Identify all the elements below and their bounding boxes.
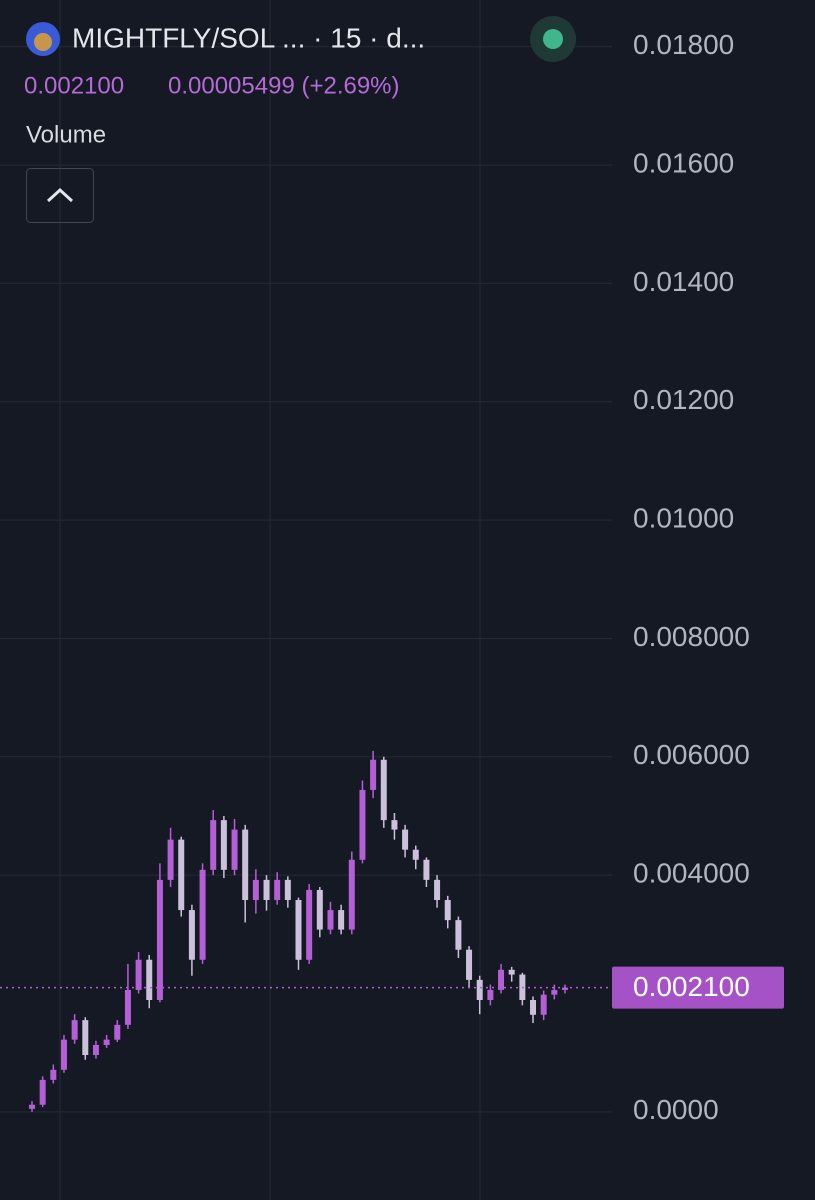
candle-body — [82, 1020, 89, 1056]
candle-body — [508, 969, 515, 975]
candle-body — [370, 759, 377, 790]
y-tick-label: 0.01200 — [633, 384, 734, 415]
y-tick-label: 0.004000 — [633, 858, 750, 889]
candle-body — [476, 979, 483, 1000]
candle-body — [412, 849, 419, 860]
collapse-button[interactable] — [26, 168, 94, 223]
chevron-icon — [46, 187, 74, 203]
candle-body — [380, 759, 387, 821]
candle-body — [444, 900, 451, 921]
candle-body — [103, 1039, 110, 1045]
candle-body — [50, 1069, 57, 1080]
candle-body — [220, 820, 227, 870]
symbol-title: MIGHTFLY/SOL ... · 15 · d... — [72, 22, 425, 53]
candle-body — [498, 969, 505, 990]
candle-body — [71, 1020, 78, 1040]
token-icon-bird — [34, 33, 52, 51]
candle-body — [530, 1000, 537, 1015]
candle-body — [231, 829, 238, 870]
y-tick-label: 0.01000 — [633, 503, 734, 534]
y-tick-label: 0.01400 — [633, 266, 734, 297]
candle-body — [434, 879, 441, 900]
candle-body — [29, 1104, 35, 1109]
volume-label: Volume — [26, 121, 106, 148]
candle-body — [178, 839, 185, 911]
y-tick-label: 0.0000 — [633, 1094, 719, 1125]
candle-body — [39, 1079, 46, 1105]
candle-body — [391, 820, 398, 830]
candle-body — [338, 910, 345, 930]
candle-body — [551, 989, 558, 995]
candle-body — [359, 789, 366, 860]
y-tick-label: 0.01800 — [633, 29, 734, 60]
candle-body — [146, 959, 153, 1000]
candle-body — [188, 910, 195, 960]
candle-body — [562, 987, 568, 990]
candle-body — [466, 949, 473, 980]
candle-body — [295, 900, 302, 960]
candle-body — [263, 879, 270, 900]
candle-body — [60, 1039, 67, 1070]
candle-body — [540, 994, 547, 1015]
status-dot — [543, 29, 563, 49]
candle-body — [455, 920, 462, 950]
candle-body — [252, 879, 259, 900]
candle-body — [210, 820, 217, 870]
candle-body — [156, 879, 163, 1000]
candle-body — [402, 829, 409, 850]
candle-body — [274, 879, 281, 900]
candle-body — [284, 879, 291, 900]
last-price-label: 0.002100 — [633, 971, 750, 1002]
y-tick-label: 0.006000 — [633, 739, 750, 770]
price: 0.002100 — [24, 72, 124, 99]
candle-body — [199, 869, 206, 960]
candle-body — [92, 1044, 99, 1056]
plot — [0, 46, 612, 1113]
candle-body — [316, 889, 323, 930]
y-tick-label: 0.01600 — [633, 147, 734, 178]
candle-body — [242, 829, 249, 900]
candle-body — [348, 859, 355, 930]
last-price-tag — [612, 966, 784, 1009]
candle-body — [327, 910, 334, 930]
y-tick-label: 0.008000 — [633, 621, 750, 652]
candle-body — [135, 959, 142, 990]
candle-body — [423, 859, 430, 880]
candle-body — [167, 839, 174, 880]
candle-body — [487, 989, 494, 1000]
candle-body — [114, 1024, 121, 1040]
candle-body — [124, 989, 131, 1025]
price-change: 0.00005499 (+2.69%) — [168, 72, 400, 99]
candle-body — [306, 889, 313, 960]
